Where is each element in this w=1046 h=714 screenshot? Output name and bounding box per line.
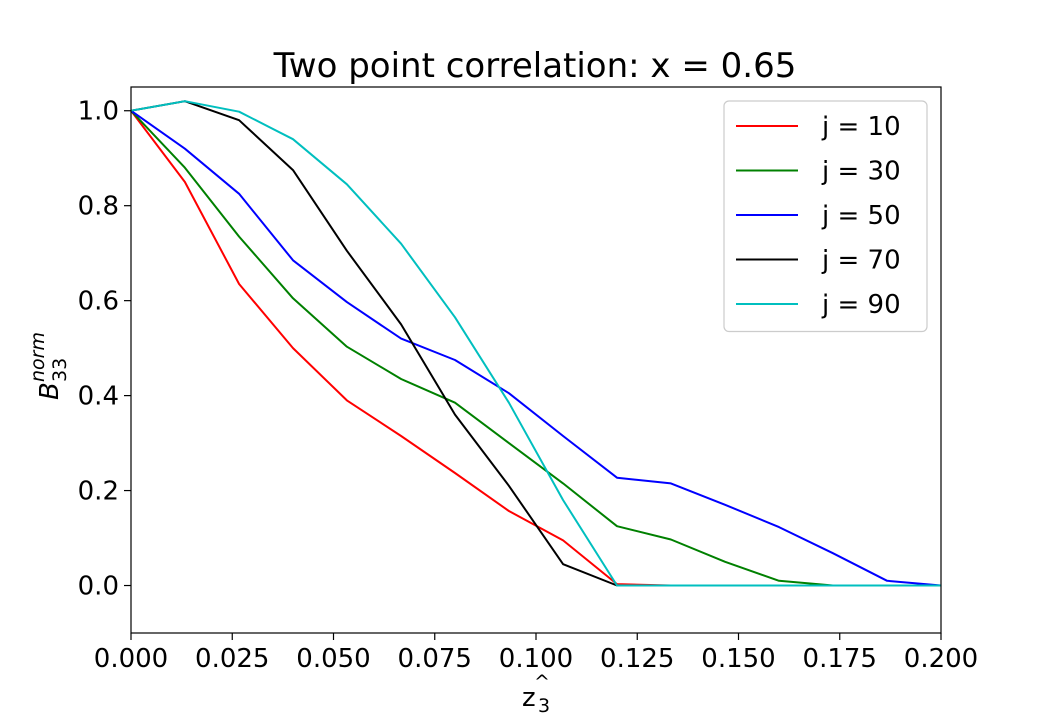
legend-label: j = 90	[821, 290, 901, 320]
x-tick-label: 0.200	[904, 644, 978, 674]
x-tick-label: 0.100	[499, 644, 573, 674]
y-tick-label: 0.6	[78, 287, 119, 317]
series-line-2	[130, 110, 941, 587]
x-tick-label: 0.175	[803, 644, 877, 674]
legend-box	[723, 100, 928, 333]
x-axis: 0.000 0.025 0.050 0.075 0.100 0.125 0.150 0.175…	[94, 633, 978, 674]
x-axis-label-base: z	[522, 683, 536, 713]
series-line-3	[130, 109, 942, 587]
x-tick-label: 0.050	[296, 644, 370, 674]
legend-label: j = 10	[821, 112, 901, 142]
y-tick-label: 0.4	[78, 382, 119, 412]
series-line-5	[130, 100, 941, 587]
x-tick-label: 0.150	[701, 644, 775, 674]
x-tick-label: 0.125	[600, 644, 674, 674]
legend: j = 10 j = 30 j = 50 j = 70 j = 90	[723, 100, 928, 333]
x-tick-label: 0.075	[398, 644, 472, 674]
x-axis-label-subscript: 3	[538, 695, 550, 714]
chart-title: Two point correlation: x = 0.65	[273, 46, 797, 86]
y-tick-label: 1.0	[78, 97, 119, 127]
y-axis-label: B 33 norm	[27, 332, 71, 400]
y-axis: 0.0 0.2 0.4 0.6 0.8 1.0	[78, 97, 131, 602]
y-axis-label-base: B	[35, 382, 65, 400]
plot-frame	[130, 86, 942, 634]
legend-label: j = 70	[821, 246, 901, 276]
x-tick-label: 0.025	[195, 644, 269, 674]
y-axis-label-superscript: norm	[27, 332, 49, 382]
x-tick-label: 0.000	[94, 644, 168, 674]
x-axis-label-hat: ^	[534, 671, 550, 693]
x-axis-label: z 3 ^	[522, 671, 550, 714]
legend-label: j = 50	[821, 201, 901, 231]
y-tick-label: 0.2	[78, 477, 119, 507]
y-axis-label-subscript: 33	[49, 358, 71, 382]
legend-label: j = 30	[821, 157, 901, 187]
y-tick-label: 0.8	[78, 192, 119, 222]
y-tick-label: 0.0	[78, 572, 119, 602]
series-lines	[130, 100, 942, 587]
